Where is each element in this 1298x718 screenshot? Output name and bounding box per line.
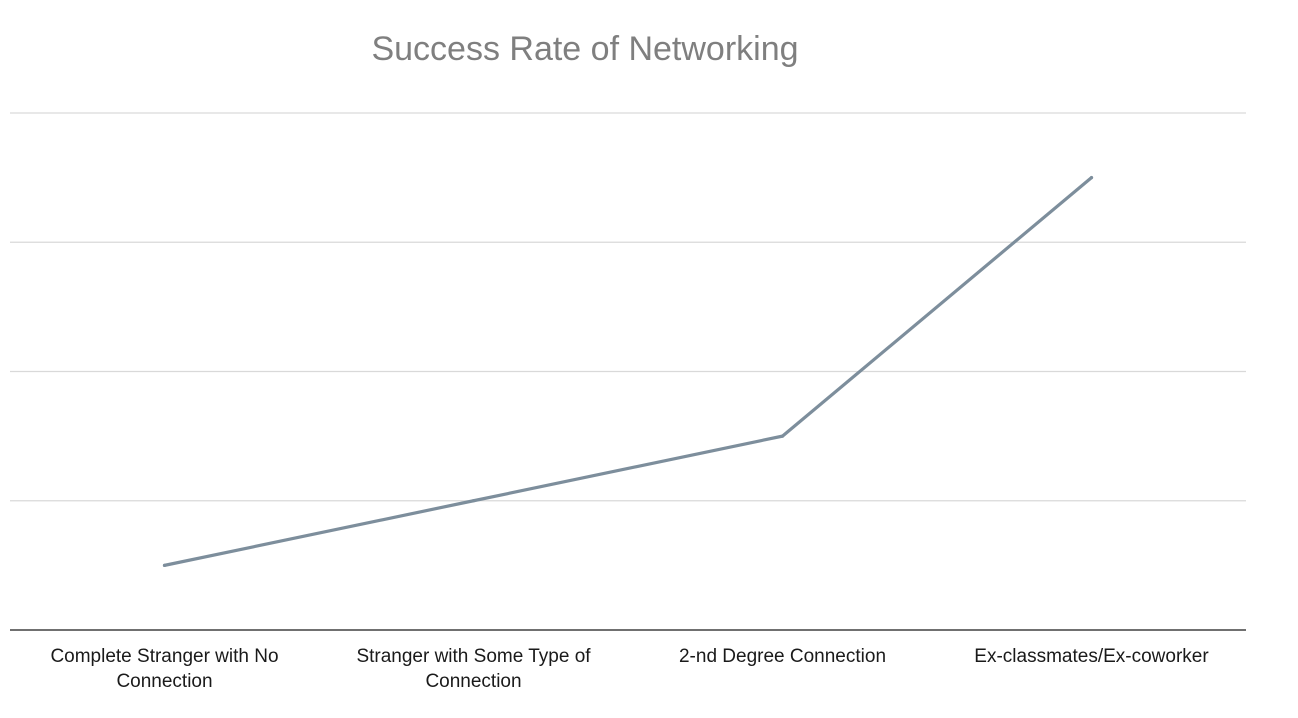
x-tick-label-3: Ex-classmates/Ex-coworker (974, 646, 1209, 667)
x-tick-label-0: Complete Stranger with No Connection (50, 646, 278, 692)
series-line-0 (162, 176, 1094, 567)
data-point-0-1 (471, 499, 476, 503)
data-point-0-2 (780, 434, 785, 438)
series-lines (162, 176, 1094, 567)
x-tick-label-1: Stranger with Some Type of Connection (356, 646, 591, 692)
chart-title: Success Rate of Networking (371, 30, 799, 68)
data-point-0-0 (162, 563, 167, 567)
data-point-0-3 (1089, 176, 1094, 180)
x-tick-labels: Complete Stranger with No Connection Stran… (50, 646, 1209, 692)
x-tick-label-2: 2-nd Degree Connection (679, 646, 886, 667)
gridlines (10, 112, 1246, 502)
